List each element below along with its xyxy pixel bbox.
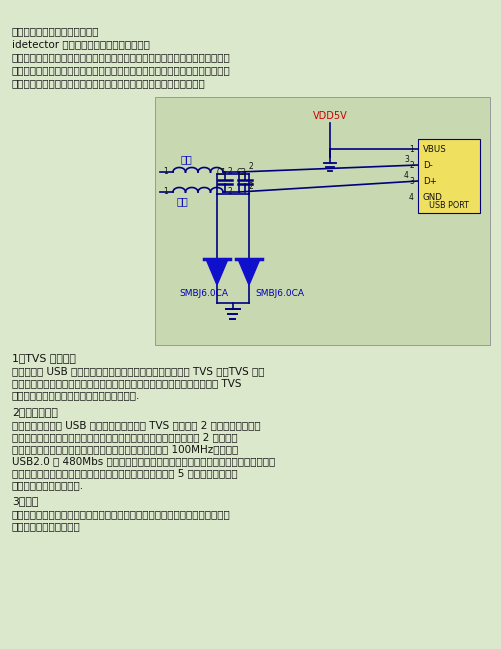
Text: 3: 3 [403, 155, 408, 164]
Text: 1: 1 [163, 188, 168, 197]
Text: 3、电感: 3、电感 [12, 496, 38, 506]
Polygon shape [205, 259, 227, 285]
Text: USB2.0 的 480Mbs 通讯时，这两个磁珠已经不再适用了。磁珠不是加了一定好，: USB2.0 的 480Mbs 通讯时，这两个磁珠已经不再适用了。磁珠不是加了一… [12, 456, 275, 466]
Text: GND: GND [422, 193, 442, 201]
Text: 磁珠要根据要抑制的频率选择。其谐振频率一定要高于至少 5 倍工作频率。在这: 磁珠要根据要抑制的频率选择。其谐振频率一定要高于至少 5 倍工作频率。在这 [12, 468, 237, 478]
Text: 的情况。最近评审了一个原理图，这仅就保护器件来看看有哪些误用。: 的情况。最近评审了一个原理图，这仅就保护器件来看看有哪些误用。 [12, 78, 205, 88]
Text: 什么型号的。得知型号后，发现这两个磁珠的谐振频率为 100MHz。那么在: 什么型号的。得知型号后，发现这两个磁珠的谐振频率为 100MHz。那么在 [12, 444, 238, 454]
Text: 说完磁珠说电感。电感最常见的误用就是不分功率电感和信号电感。在该使用功: 说完磁珠说电感。电感最常见的误用就是不分功率电感和信号电感。在该使用功 [12, 509, 230, 519]
Text: 管来作为放静电的一种器件。但是这里用错了.: 管来作为放静电的一种器件。但是这里用错了. [12, 390, 140, 400]
Text: VBUS: VBUS [422, 145, 446, 154]
Text: 2、磁珠的误用: 2、磁珠的误用 [12, 407, 58, 417]
Text: 2: 2 [248, 182, 253, 191]
Text: 为一种防护器件被广泛应用于防止过电压保护。此处的的设计思想也是想用 TVS: 为一种防护器件被广泛应用于防止过电压保护。此处的的设计思想也是想用 TVS [12, 378, 241, 388]
Text: 2: 2 [248, 162, 253, 171]
Bar [155, 97, 489, 345]
Bar [417, 139, 479, 213]
Text: 2: 2 [227, 188, 232, 197]
Text: 以前公司小的时候，硬件开发工程师经验也不高，基本上产品是在裸奔。没有加: 以前公司小的时候，硬件开发工程师经验也不高，基本上产品是在裸奔。没有加 [12, 52, 230, 62]
Text: C2: C2 [236, 168, 246, 177]
Text: 用于抑制高频干扰。但是当看到这个磁珠时，我们需要问设计者，这 2 个磁珠是: 用于抑制高频干扰。但是当看到这个磁珠时，我们需要问设计者，这 2 个磁珠是 [12, 432, 237, 442]
Text: 4: 4 [403, 171, 408, 180]
Text: 2: 2 [227, 167, 232, 177]
Text: D+: D+ [422, 177, 436, 186]
Text: VDD5V: VDD5V [312, 111, 347, 121]
Text: 1、TVS 管的误用: 1、TVS 管的误用 [12, 353, 76, 363]
Text: C1: C1 [216, 168, 226, 177]
Text: 4: 4 [408, 193, 413, 201]
Text: USB PORT: USB PORT [428, 201, 468, 210]
Text: 上图是一个 USB 口的防护电路。这个电路中首先误用的就是 TVS 管。TVS 管作: 上图是一个 USB 口的防护电路。这个电路中首先误用的就是 TVS 管。TVS … [12, 366, 264, 376]
Text: 3: 3 [408, 177, 413, 186]
Text: SMBJ6.0CA: SMBJ6.0CA [255, 289, 304, 298]
Text: 1: 1 [163, 167, 168, 177]
Text: 2: 2 [408, 160, 413, 169]
Polygon shape [237, 259, 260, 285]
Text: 磁珠: 磁珠 [181, 154, 192, 164]
Text: 大家来找茬，被误用的保护器件: 大家来找茬，被误用的保护器件 [12, 26, 99, 36]
Text: SMBJ6.0CA: SMBJ6.0CA [179, 289, 227, 298]
Text: 任何防护。现在公司大了，工程师有了点经验了，却出现了另一种误用保护器件: 任何防护。现在公司大了，工程师有了点经验了，却出现了另一种误用保护器件 [12, 65, 230, 75]
Text: D-: D- [422, 160, 432, 169]
Text: 还是看上面的那个 USB 口的防护电路图。在 TVS 后面还有 2 个磁珠。磁珠主要: 还是看上面的那个 USB 口的防护电路图。在 TVS 后面还有 2 个磁珠。磁珠… [12, 420, 260, 430]
Text: 磁珠: 磁珠 [177, 196, 188, 206]
Text: idetector 博客中的一篇好文，转了过来。: idetector 博客中的一篇好文，转了过来。 [12, 39, 150, 49]
Text: 1: 1 [408, 145, 413, 154]
Text: 个基础上再看阻抗等参数.: 个基础上再看阻抗等参数. [12, 480, 84, 490]
Text: 率电感的地方用了信号电: 率电感的地方用了信号电 [12, 521, 81, 531]
